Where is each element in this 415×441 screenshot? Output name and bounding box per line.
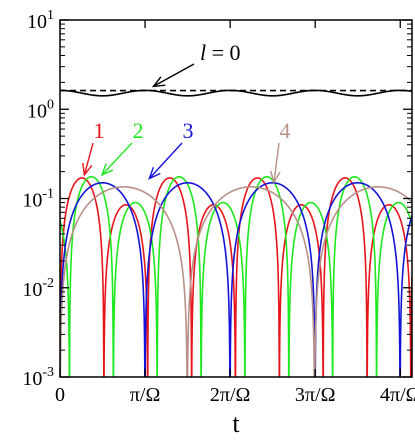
x-tick-label: 4π/Ω: [380, 384, 415, 406]
annotation-series-4: 4: [280, 118, 291, 143]
annotation-arrow: [153, 63, 195, 88]
y-tick-label: 10-1: [22, 187, 54, 212]
y-tick-label: 10-2: [22, 276, 54, 301]
series-curves: [60, 89, 412, 377]
y-tick-label: 100: [27, 97, 54, 122]
series-3-line: [60, 181, 412, 377]
annotation-arrowhead: [100, 163, 114, 177]
annotation-l0: l = 0: [200, 40, 241, 65]
y-tick-label: 101: [27, 8, 54, 33]
tick-marks: [59, 19, 412, 378]
x-tick-label: π/Ω: [130, 384, 161, 406]
annotation-arrowhead: [151, 76, 166, 88]
series-2-line: [60, 176, 412, 377]
x-tick-label: 2π/Ω: [210, 384, 251, 406]
annotation-series-1: 1: [94, 118, 105, 143]
annotation-arrow: [101, 142, 133, 176]
annotation-series-2: 2: [133, 118, 144, 143]
annotation-arrowhead: [82, 162, 93, 177]
annotation-arrow: [83, 142, 94, 176]
x-tick-label: 3π/Ω: [295, 384, 336, 406]
annotation-series-3: 3: [183, 118, 194, 143]
x-axis-label: t: [232, 409, 240, 438]
tick-labels: 0 π/Ω 2π/Ω 3π/Ω 4π/Ω 10-3 10-2 10-1 100 101: [22, 8, 415, 406]
x-tick-label: 0: [55, 384, 65, 406]
series-1-line: [60, 177, 412, 377]
series-4-line: [60, 186, 412, 377]
annotations: l = 0 1 2 3 4: [82, 40, 291, 185]
annotation-arrowhead: [270, 170, 281, 185]
annotation-arrow: [148, 142, 183, 179]
y-tick-label: 10-3: [22, 365, 54, 390]
annotation-arrowhead: [148, 166, 161, 180]
annotation-arrow: [273, 142, 280, 183]
